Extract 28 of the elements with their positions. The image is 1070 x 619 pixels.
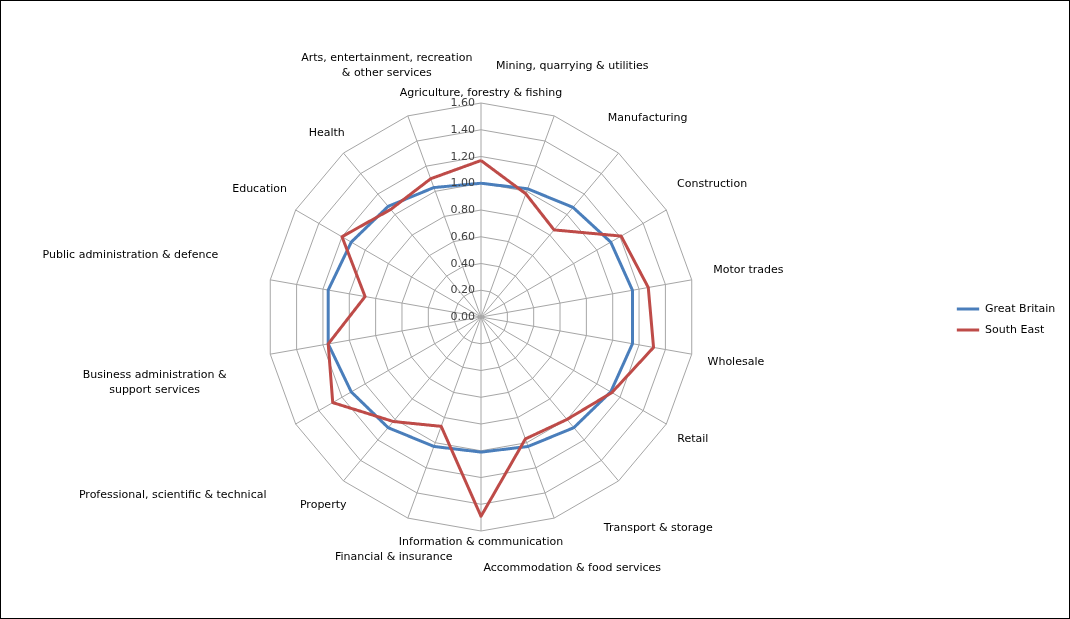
spoke-label: Professional, scientific & technical (78, 488, 267, 501)
y-tick-label: 1.40 (450, 122, 475, 136)
spoke-label: Agriculture, forestry & fishing (399, 85, 563, 99)
spoke-label: Mining, quarrying & utilities (496, 59, 649, 73)
spoke-label: Wholesale (707, 354, 765, 368)
spoke-label: Financial & insurance (335, 549, 453, 563)
legend-label: Great Britain (985, 302, 1056, 315)
spoke-label: Health (308, 126, 345, 140)
spoke-label: Property (299, 498, 347, 512)
spoke-label: Accommodation & food services (483, 560, 662, 574)
y-tick-label: 1.20 (450, 149, 475, 163)
spoke-label: Retail (677, 432, 709, 446)
y-tick-label: 1.60 (450, 96, 475, 109)
y-tick-label: 0.20 (450, 283, 475, 297)
y-tick-label: 0.80 (450, 203, 475, 216)
spoke-label: Business administration & support services (82, 367, 228, 396)
y-tick-label: 0.60 (450, 229, 475, 243)
y-tick-label: 0.40 (450, 256, 475, 270)
y-tick-label: 0.00 (450, 310, 475, 323)
legend-label: South East (985, 323, 1045, 336)
spoke-label: Education (232, 182, 287, 196)
spoke-label: Motor trades (713, 262, 784, 276)
spoke-label: Manufacturing (607, 111, 688, 125)
spoke-label: Transport & storage (602, 521, 714, 535)
spoke-label: Arts, entertainment, recreation & other services (301, 51, 473, 80)
spoke-label: Construction (677, 176, 748, 190)
spoke-label: Public administration & defence (42, 248, 219, 262)
spoke-label: Information & communication (398, 534, 564, 548)
